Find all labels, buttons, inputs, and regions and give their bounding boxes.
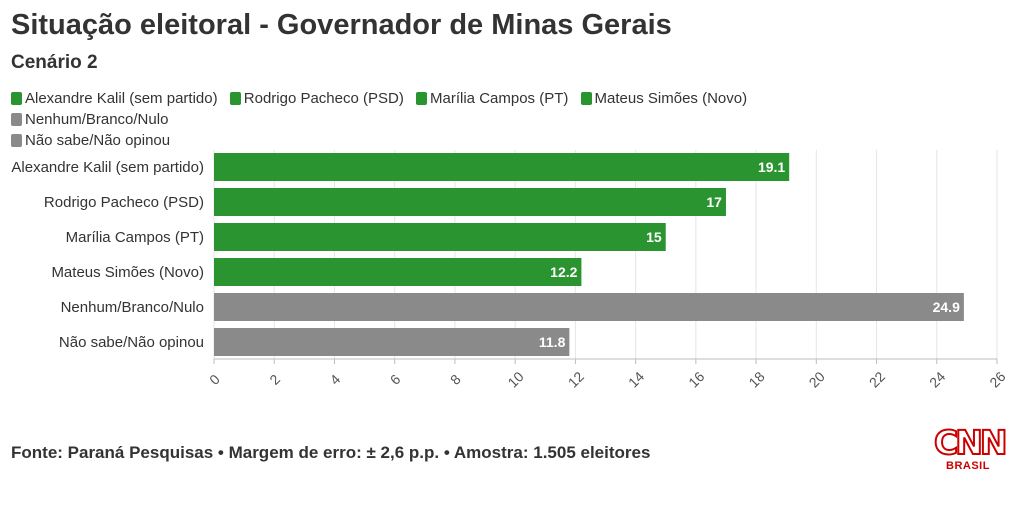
- category-label: Nenhum/Branco/Nulo: [61, 299, 204, 316]
- x-tick-label: 12: [565, 368, 587, 390]
- legend-label: Rodrigo Pacheco (PSD): [243, 90, 404, 107]
- legend-item: Marília Campos (PT): [416, 89, 568, 108]
- source-note: Fonte: Paraná Pesquisas • Margem de erro…: [11, 443, 651, 462]
- bar: [214, 223, 666, 251]
- data-label: 15: [646, 229, 662, 245]
- legend-swatch: [11, 113, 22, 126]
- logo-text: CNN: [933, 423, 1008, 462]
- x-tick-label: 10: [504, 368, 526, 390]
- x-tick-label: 14: [625, 368, 647, 390]
- legend-swatch: [580, 92, 592, 105]
- x-tick-label: 22: [866, 368, 888, 390]
- x-tick-label: 0: [206, 371, 223, 388]
- legend-swatch: [11, 134, 22, 147]
- legend-item: Mateus Simões (Novo): [580, 89, 748, 108]
- x-tick-label: 20: [806, 368, 828, 390]
- data-label: 19.1: [758, 159, 785, 175]
- category-label: Rodrigo Pacheco (PSD): [44, 194, 204, 211]
- legend-swatch: [416, 92, 428, 105]
- legend-item: Alexandre Kalil (sem partido): [11, 89, 218, 108]
- legend: Alexandre Kalil (sem partido) Rodrigo Pa…: [11, 89, 911, 152]
- legend-swatch: [229, 92, 241, 105]
- x-tick-label: 8: [447, 371, 464, 388]
- legend-item: Nenhum/Branco/Nulo: [11, 110, 168, 129]
- legend-label: Marília Campos (PT): [430, 90, 569, 107]
- legend-item: Não sabe/Não opinou: [11, 131, 170, 150]
- category-label: Alexandre Kalil (sem partido): [11, 159, 204, 176]
- category-label: Não sabe/Não opinou: [59, 334, 204, 351]
- category-label: Marília Campos (PT): [66, 229, 204, 246]
- bar: [214, 153, 790, 181]
- data-label: 24.9: [933, 299, 960, 315]
- x-tick-label: 2: [266, 371, 283, 388]
- legend-label: Mateus Simões (Novo): [594, 90, 748, 107]
- bar: [214, 188, 726, 216]
- x-tick-label: 24: [926, 368, 948, 390]
- cnn-brasil-logo: CNN BRASIL: [933, 423, 1008, 476]
- legend-label: Alexandre Kalil (sem partido): [25, 90, 218, 107]
- data-label: 17: [706, 194, 722, 210]
- legend-label: Nenhum/Branco/Nulo: [25, 111, 169, 128]
- legend-label: Não sabe/Não opinou: [25, 132, 171, 149]
- x-tick-label: 4: [327, 371, 344, 388]
- x-tick-label: 18: [745, 368, 767, 390]
- logo-subtext: BRASIL: [946, 460, 990, 472]
- legend-swatch: [11, 92, 22, 105]
- x-tick-label: 16: [685, 368, 707, 390]
- legend-item: Rodrigo Pacheco (PSD): [229, 89, 404, 108]
- chart-title: Situação eleitoral - Governador de Minas…: [11, 9, 672, 41]
- data-label: 11.8: [539, 334, 566, 350]
- bar: [214, 258, 582, 286]
- x-tick-label: 26: [986, 368, 1008, 390]
- data-label: 12.2: [550, 264, 577, 280]
- bar: [214, 328, 570, 356]
- category-label: Mateus Simões (Novo): [51, 264, 204, 281]
- x-tick-label: 6: [387, 371, 404, 388]
- chart-subtitle: Cenário 2: [11, 52, 98, 73]
- bar: [214, 293, 964, 321]
